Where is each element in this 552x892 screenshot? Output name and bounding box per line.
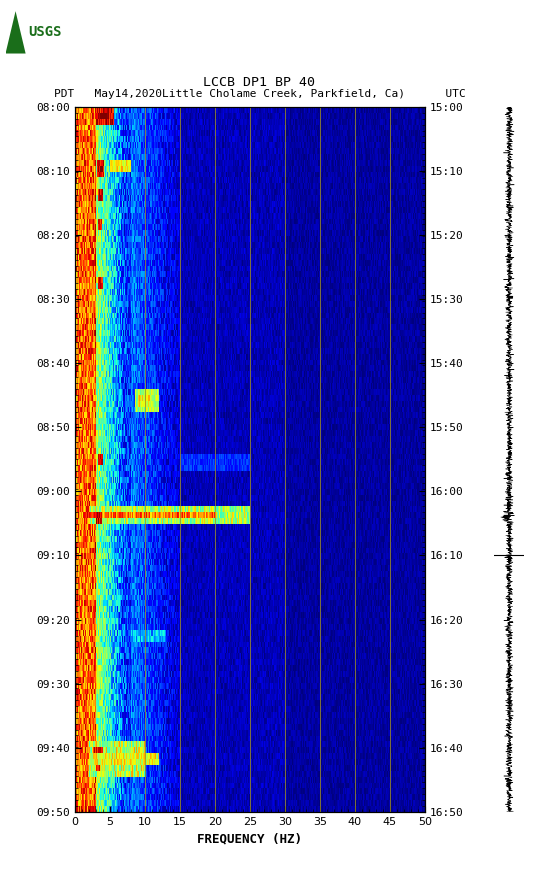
Text: PDT   May14,2020Little Cholame Creek, Parkfield, Ca)      UTC: PDT May14,2020Little Cholame Creek, Park… xyxy=(54,88,465,99)
X-axis label: FREQUENCY (HZ): FREQUENCY (HZ) xyxy=(197,832,302,845)
Text: LCCB DP1 BP 40: LCCB DP1 BP 40 xyxy=(204,76,315,88)
Text: USGS: USGS xyxy=(28,25,61,39)
Polygon shape xyxy=(6,11,25,54)
